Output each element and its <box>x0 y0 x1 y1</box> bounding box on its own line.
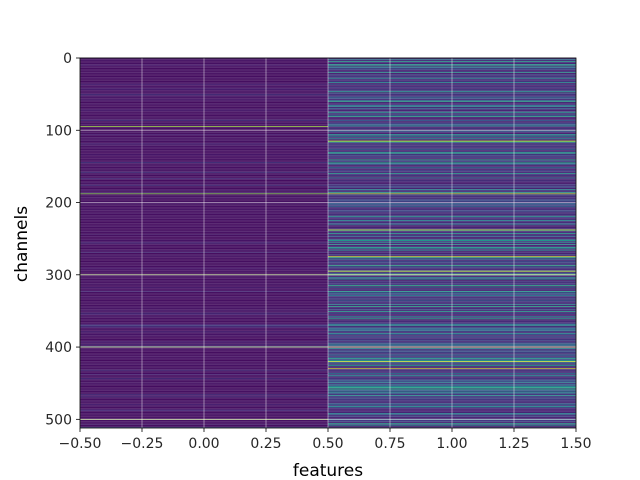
y-tick-label: 500 <box>45 412 72 428</box>
x-tick-label: 1.25 <box>498 436 529 452</box>
y-axis: 0 100 200 300 400 500 <box>45 51 80 428</box>
x-tick-label: −0.25 <box>121 436 164 452</box>
x-axis-label: features <box>293 461 363 480</box>
x-tick-label: 0.25 <box>250 436 281 452</box>
y-axis-label: channels <box>12 206 32 282</box>
x-tick-label: 0.50 <box>312 436 343 452</box>
y-tick-label: 300 <box>45 268 72 284</box>
x-tick-label: −0.50 <box>59 436 102 452</box>
y-tick-label: 0 <box>63 51 72 67</box>
y-tick-label: 200 <box>45 196 72 212</box>
x-tick-label: 1.00 <box>436 436 467 452</box>
y-tick-label: 100 <box>45 123 72 139</box>
x-axis: −0.50 −0.25 0.00 0.25 0.50 0.75 1.00 1.25 1.50 <box>59 428 592 452</box>
x-tick-label: 1.50 <box>560 436 591 452</box>
x-tick-label: 0.00 <box>188 436 219 452</box>
y-tick-label: 400 <box>45 340 72 356</box>
x-tick-label: 0.75 <box>374 436 405 452</box>
